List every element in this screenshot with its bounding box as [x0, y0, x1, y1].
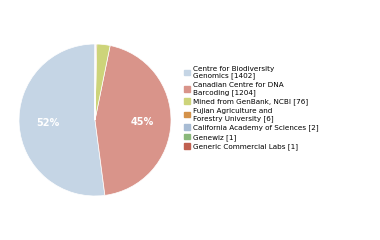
Wedge shape [95, 44, 96, 120]
Wedge shape [95, 46, 171, 195]
Wedge shape [95, 44, 97, 120]
Text: 45%: 45% [130, 117, 154, 127]
Wedge shape [95, 44, 110, 120]
Legend: Centre for Biodiversity
Genomics [1402], Canadian Centre for DNA
Barcoding [1204: Centre for Biodiversity Genomics [1402],… [184, 66, 318, 150]
Text: 52%: 52% [36, 118, 60, 128]
Wedge shape [19, 44, 105, 196]
